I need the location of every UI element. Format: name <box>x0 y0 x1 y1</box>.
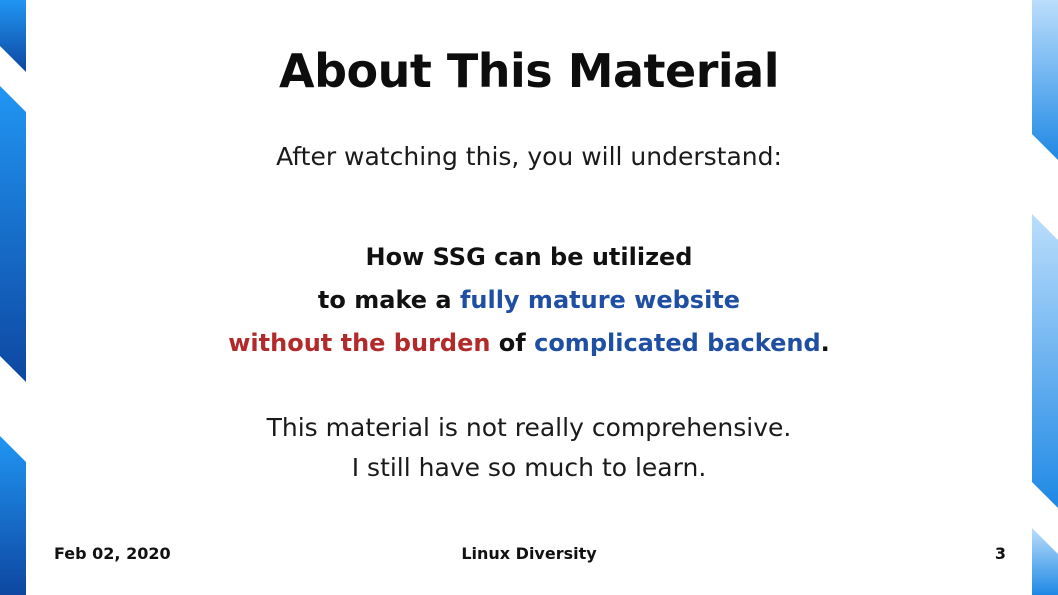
statement-line-2: to make a fully mature website <box>0 279 1058 322</box>
key-statement: How SSG can be utilized to make a fully … <box>0 236 1058 365</box>
highlight-complicated-backend: complicated backend <box>534 329 821 357</box>
note-line-1: This material is not really comprehensiv… <box>266 413 792 442</box>
left-stripe-3 <box>0 436 26 595</box>
right-stripe-3 <box>1032 528 1058 595</box>
note-line-2: I still have so much to learn. <box>351 453 707 482</box>
statement-line-3-suffix: . <box>820 329 830 357</box>
page-number: 3 <box>994 544 1006 563</box>
statement-line-3: without the burden of complicated backen… <box>0 322 1058 365</box>
footer-title: Linux Diversity <box>461 544 597 563</box>
left-stripe-1 <box>0 0 26 72</box>
right-stripe-2 <box>1032 214 1058 508</box>
statement-line-2-prefix: to make a <box>317 286 460 314</box>
disclaimer-note: This material is not really comprehensiv… <box>0 408 1058 488</box>
footer-date: Feb 02, 2020 <box>54 544 171 563</box>
left-stripe-2 <box>0 86 26 382</box>
highlight-without-the-burden: without the burden <box>228 329 491 357</box>
intro-text: After watching this, you will understand… <box>276 142 782 171</box>
statement-line-3-middle: of <box>490 329 535 357</box>
highlight-fully-mature-website: fully mature website <box>459 286 741 314</box>
right-stripe-1 <box>1032 0 1058 160</box>
statement-line-1: How SSG can be utilized <box>365 243 693 271</box>
slide-title: About This Material <box>279 44 779 98</box>
